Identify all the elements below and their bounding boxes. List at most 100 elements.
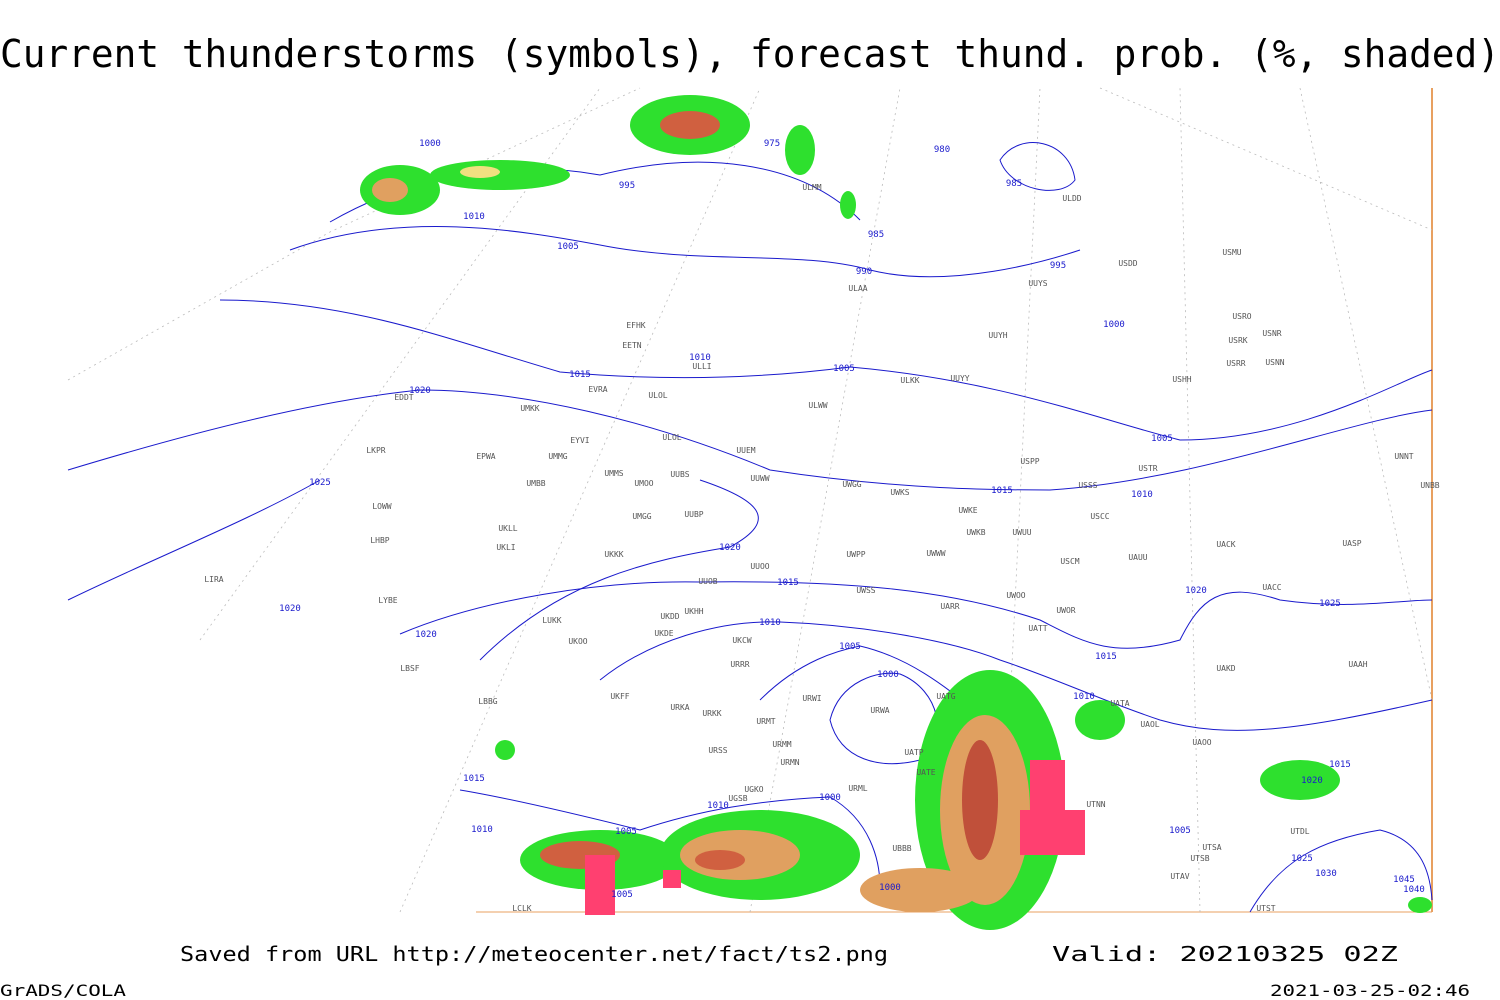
station-label: UGKO <box>744 785 763 794</box>
isobar-label: 995 <box>1050 261 1066 271</box>
isobar-label: 1005 <box>1169 826 1191 836</box>
isobar-label: 1010 <box>689 353 711 363</box>
isobar-label: 985 <box>868 230 884 240</box>
isobar-label: 1000 <box>419 139 441 149</box>
station-label: UUOO <box>750 562 769 571</box>
isobar-label: 1005 <box>557 242 579 252</box>
station-label: UNNT <box>1394 452 1413 461</box>
station-label: UATT <box>1028 624 1047 633</box>
station-label: UKDD <box>660 612 679 621</box>
station-label: UMMG <box>548 452 567 461</box>
station-label: UWKE <box>958 506 977 515</box>
station-label: USHH <box>1172 375 1191 384</box>
station-label: UAOL <box>1140 720 1159 729</box>
isobar-label: 1020 <box>1301 776 1323 786</box>
station-label: UTSB <box>1190 854 1209 863</box>
station-label: EVRA <box>588 385 607 394</box>
station-label: UACC <box>1262 583 1281 592</box>
isobar-label: 1010 <box>1073 692 1095 702</box>
station-label: UMBB <box>526 479 545 488</box>
station-label: UWGG <box>842 480 861 489</box>
station-label: ULMM <box>802 183 821 192</box>
station-label: URKK <box>702 709 721 718</box>
station-labels: ULDD USMU USDD UUYS ULAA ULMM USRO USRK USNR USRR… <box>204 183 1439 913</box>
station-label: LUKK <box>542 616 561 625</box>
station-label: ULLI <box>692 362 711 371</box>
station-label: UACK <box>1216 540 1235 549</box>
station-label: USMU <box>1222 248 1241 257</box>
isobar-label: 1025 <box>1291 854 1313 864</box>
station-label: EYVI <box>570 436 589 445</box>
station-label: UATA <box>1110 699 1129 708</box>
station-label: UAAH <box>1348 660 1367 669</box>
station-label: UUOB <box>698 577 717 586</box>
station-label: EETN <box>622 341 641 350</box>
station-label: UUWW <box>750 474 769 483</box>
station-label: UATG <box>936 692 955 701</box>
station-label: USRR <box>1226 359 1245 368</box>
station-label: UUYY <box>950 374 969 383</box>
station-label: UNBB <box>1420 481 1439 490</box>
isobar-label: 1005 <box>611 890 633 900</box>
isobar-label: 1045 <box>1393 875 1415 885</box>
station-label: LYBE <box>378 596 397 605</box>
isobar-label: 1020 <box>409 386 431 396</box>
station-label: UKFF <box>610 692 629 701</box>
station-label: URMM <box>772 740 791 749</box>
station-label: UKOO <box>568 637 587 646</box>
station-label: URKA <box>670 703 689 712</box>
source-url: Saved from URL http://meteocenter.net/fa… <box>180 942 888 966</box>
station-label: LOWW <box>372 502 391 511</box>
station-label: LBSF <box>400 664 419 673</box>
station-label: UATP <box>904 748 923 757</box>
isobar-labels: 1000 975 980 985 995 1010 985 1005 990 995 1000 101… <box>279 139 1425 900</box>
station-label: UASP <box>1342 539 1361 548</box>
isobar-label: 1000 <box>877 670 899 680</box>
isobar-label: 1005 <box>833 364 855 374</box>
isobar-label: 975 <box>764 139 780 149</box>
station-label: UAKD <box>1216 664 1235 673</box>
station-label: UARR <box>940 602 959 611</box>
isobar-label: 1015 <box>569 370 591 380</box>
station-label: UBBB <box>892 844 911 853</box>
isobars <box>67 142 1433 913</box>
credit: GrADS/COLA <box>0 981 126 1000</box>
isobar-label: 1025 <box>1319 599 1341 609</box>
station-label: URMT <box>756 717 775 726</box>
station-label: UWOO <box>1006 591 1025 600</box>
isobar-label: 1010 <box>1131 490 1153 500</box>
station-label: UMKK <box>520 404 539 413</box>
station-label: USRO <box>1232 312 1251 321</box>
isobar-label: 1010 <box>707 801 729 811</box>
station-label: UMOO <box>634 479 653 488</box>
station-label: URWI <box>802 694 821 703</box>
station-label: UKLL <box>498 524 517 533</box>
isobar-label: 1015 <box>1329 760 1351 770</box>
station-label: UTST <box>1256 904 1275 913</box>
isobar-label: 1005 <box>615 827 637 837</box>
station-label: URML <box>848 784 867 793</box>
station-label: USCC <box>1090 512 1109 521</box>
station-label: URSS <box>708 746 727 755</box>
station-label: LHBP <box>370 536 389 545</box>
station-label: USSS <box>1078 481 1097 490</box>
isobar-label: 1005 <box>1151 434 1173 444</box>
station-label: ULOL <box>648 391 667 400</box>
station-label: UWUU <box>1012 528 1031 537</box>
station-label: UTSA <box>1202 843 1221 852</box>
station-label: UMMS <box>604 469 623 478</box>
station-label: USNN <box>1265 358 1284 367</box>
probability-shading <box>360 95 1432 930</box>
station-label: UMGG <box>632 512 651 521</box>
station-label: UUYS <box>1028 279 1047 288</box>
station-label: USCM <box>1060 557 1079 566</box>
station-label: UKCW <box>732 636 751 645</box>
station-label: UGSB <box>728 794 747 803</box>
station-label: EPWA <box>476 452 495 461</box>
station-label: UWKB <box>966 528 985 537</box>
isobar-label: 1020 <box>415 630 437 640</box>
station-label: UUEM <box>736 446 755 455</box>
isobar-label: 1030 <box>1315 869 1337 879</box>
station-label: UKKK <box>604 550 623 559</box>
station-label: USPP <box>1020 457 1039 466</box>
